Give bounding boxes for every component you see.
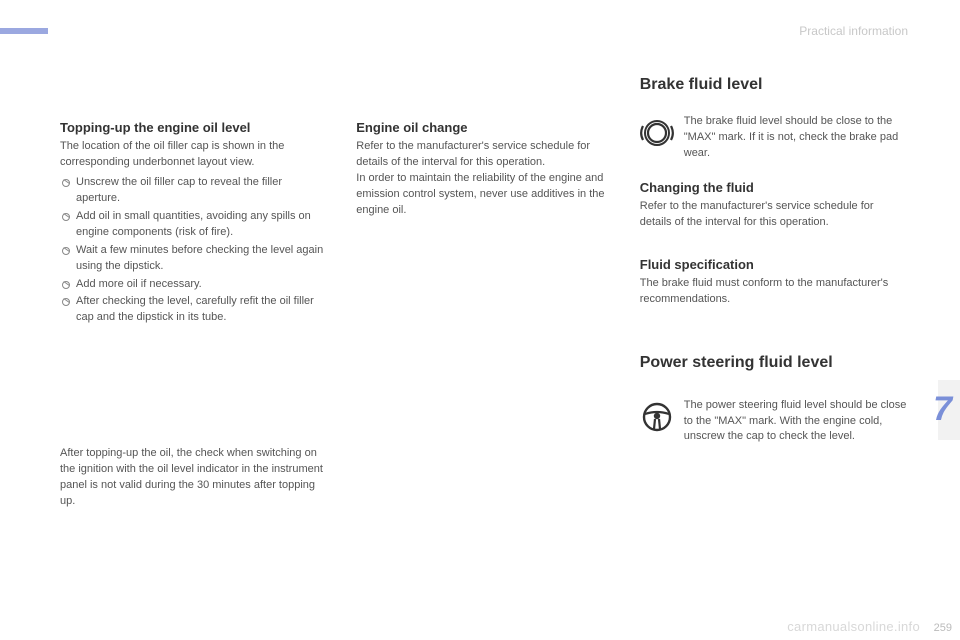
topping-up-steps: Unscrew the oil filler cap to reveal the… [60,175,328,326]
changing-fluid-section: Changing the fluid Refer to the manufact… [640,180,908,231]
fluid-spec-section: Fluid specification The brake fluid must… [640,257,908,308]
brake-fluid-text: The brake fluid level should be close to… [684,114,908,162]
list-item: Add oil in small quantities, avoiding an… [60,209,328,241]
heading-changing-fluid: Changing the fluid [640,180,908,195]
top-accent-bar [0,28,48,34]
oil-change-p2: In order to maintain the reliability of … [356,171,611,219]
watermark: carmanualsonline.info [787,619,920,634]
heading-oil-change: Engine oil change [356,120,611,135]
topping-up-note: After topping-up the oil, the check when… [60,446,328,510]
power-steering-text: The power steering fluid level should be… [684,398,908,446]
brake-fluid-icon [640,116,674,150]
list-item: Add more oil if necessary. [60,277,328,293]
power-steering-callout: The power steering fluid level should be… [640,398,908,446]
page-content: Topping-up the engine oil level The loca… [0,0,960,530]
page-number: 259 [934,622,952,634]
brake-fluid-callout: The brake fluid level should be close to… [640,114,908,162]
oil-change-p1: Refer to the manufacturer's service sche… [356,139,611,171]
brake-fluid-section: Brake fluid level [640,76,908,94]
list-item: Unscrew the oil filler cap to reveal the… [60,175,328,207]
heading-brake-fluid: Brake fluid level [640,76,908,94]
list-item: After checking the level, carefully refi… [60,294,328,326]
changing-fluid-text: Refer to the manufacturer's service sche… [640,199,908,231]
column-topping-up: Topping-up the engine oil level The loca… [60,120,328,510]
power-steering-section: Power steering fluid level [640,354,908,372]
header-section-label: Practical information [799,24,908,38]
fluid-spec-text: The brake fluid must conform to the manu… [640,276,908,308]
heading-power-steering: Power steering fluid level [640,354,908,372]
column-oil-change: Engine oil change Refer to the manufactu… [356,120,611,510]
topping-up-intro: The location of the oil filler cap is sh… [60,139,328,171]
column-fluids: Brake fluid level The brake fluid level … [640,120,908,510]
list-item: Wait a few minutes before checking the l… [60,243,328,275]
chapter-number: 7 [933,390,952,429]
heading-fluid-spec: Fluid specification [640,257,908,272]
heading-topping-up: Topping-up the engine oil level [60,120,328,135]
steering-wheel-icon [640,400,674,434]
